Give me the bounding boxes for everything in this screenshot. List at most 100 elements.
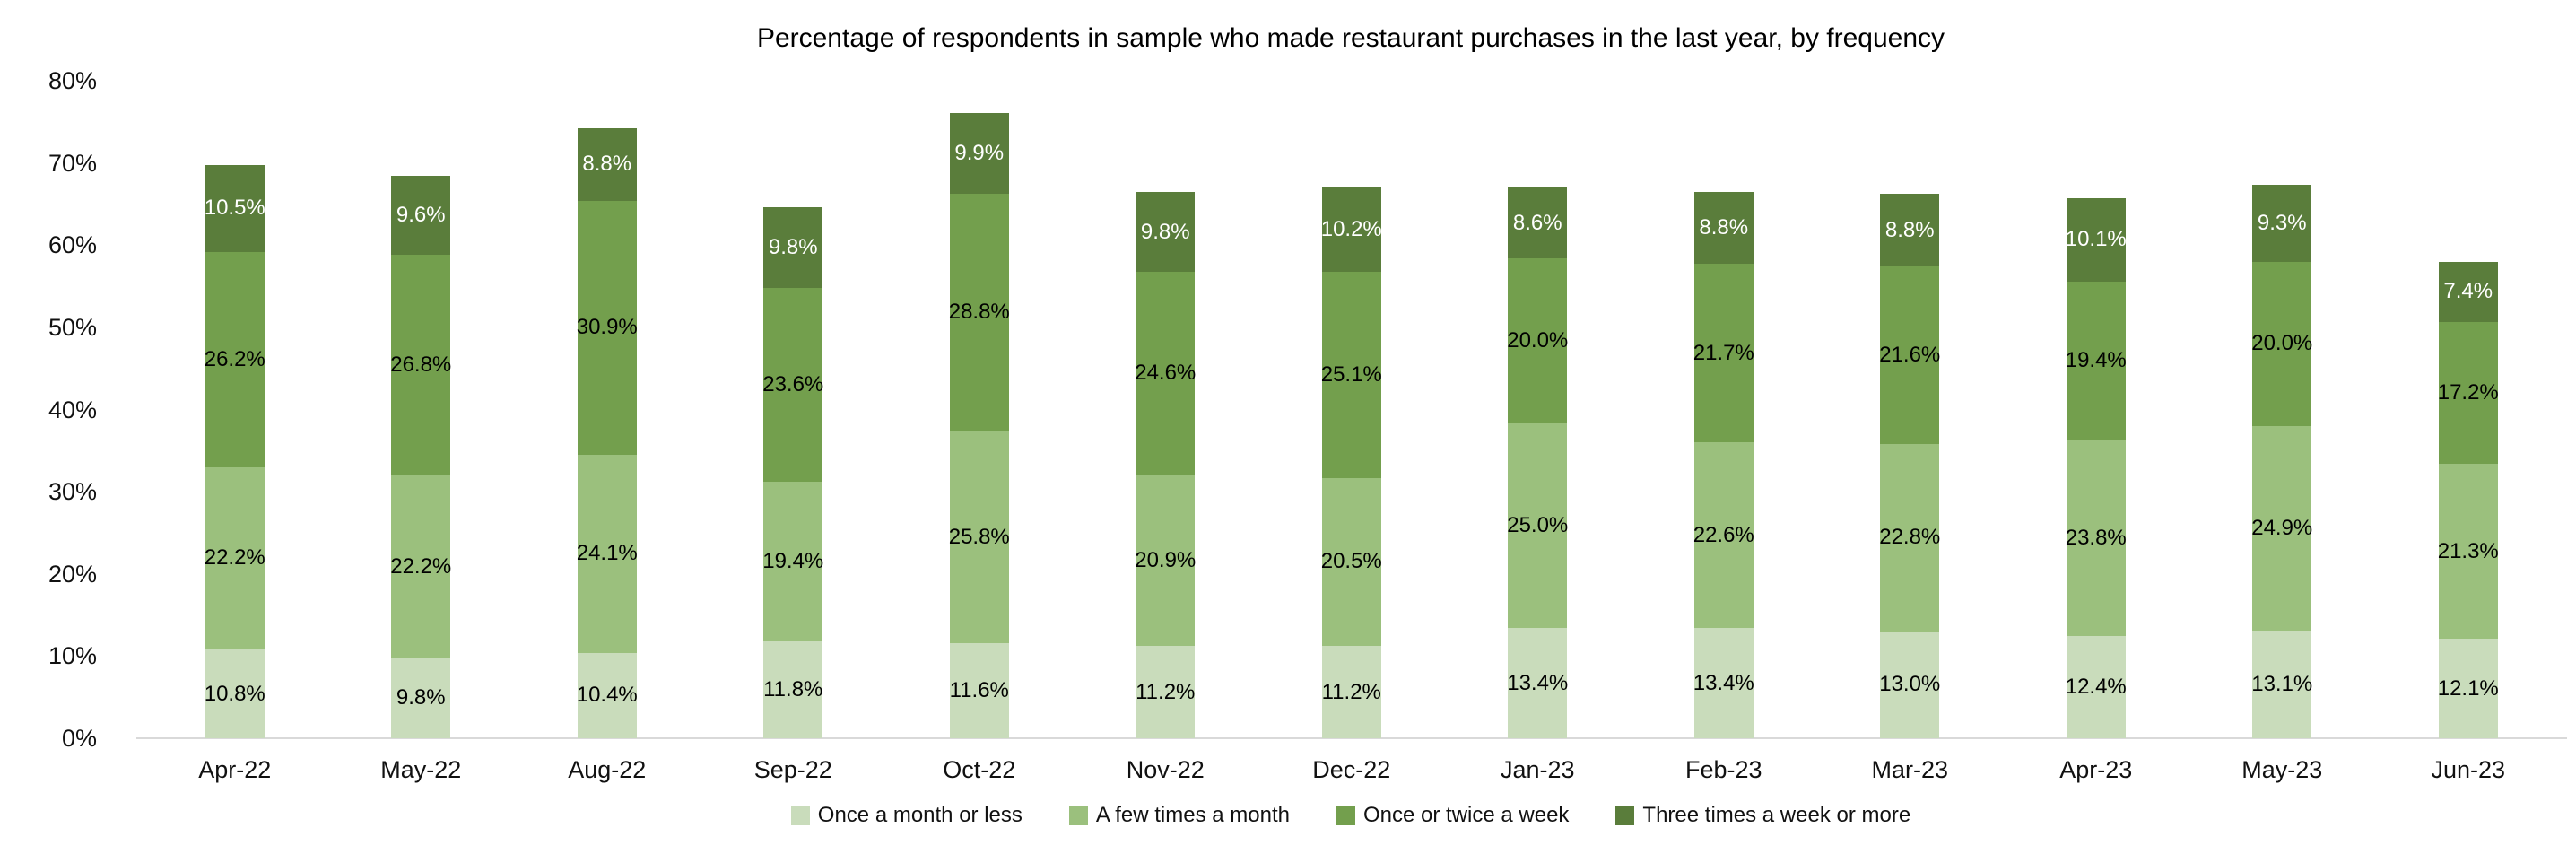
bar-segment-label: 20.0%: [1507, 327, 1569, 353]
bar-segment-label: 8.8%: [582, 152, 632, 177]
bar-segment-label: 19.4%: [762, 549, 824, 573]
bar-segment-label: 22.8%: [1879, 525, 1941, 550]
legend-item-1: A few times a month: [1068, 803, 1290, 827]
bar-segment-May-23-series-2: 20.0%: [2251, 261, 2313, 426]
bar-segment-label: 19.4%: [2065, 348, 2127, 373]
legend-label: Once or twice a week: [1362, 803, 1570, 827]
bar-segment-Feb-23-series-3: 8.8%: [1693, 191, 1754, 265]
bar-segment-May-22-series-0: 9.8%: [391, 658, 451, 738]
bar-segment-label: 11.8%: [763, 676, 823, 702]
bar-segment-Apr-23-series-0: 12.4%: [2065, 636, 2127, 738]
bar-segment-Dec-22-series-0: 11.2%: [1322, 646, 1381, 738]
bar-segment-label: 13.1%: [2251, 671, 2313, 696]
legend-swatch-icon: [1615, 806, 1635, 825]
bar-segment-May-23-series-0: 13.1%: [2251, 630, 2313, 738]
bar-segment-label: 21.7%: [1693, 340, 1754, 365]
bar-segment-Apr-22-series-1: 22.2%: [205, 466, 265, 650]
bar-segment-label: 9.8%: [768, 234, 818, 259]
x-axis-tick-label: Feb-23: [1684, 756, 1762, 783]
chart-title: Percentage of respondents in sample who …: [756, 23, 1945, 53]
legend-label: Three times a week or more: [1642, 803, 1911, 827]
x-axis-tick-label: May-22: [380, 756, 462, 783]
bar-segment-Feb-23-series-1: 22.6%: [1693, 442, 1754, 629]
bar-segment-Dec-22-series-3: 10.2%: [1320, 187, 1382, 272]
bar-segment-label: 20.0%: [2251, 331, 2313, 356]
bar-segment-May-22-series-3: 9.6%: [391, 176, 451, 256]
x-axis-tick-label: Dec-22: [1312, 756, 1391, 783]
bar-segment-Jan-23-series-3: 8.6%: [1508, 187, 1568, 258]
bar-segment-Sep-22-series-3: 9.8%: [763, 207, 823, 288]
bar-segment-label: 26.8%: [390, 353, 452, 377]
bar-segment-label: 20.9%: [1135, 547, 1197, 572]
bar-segment-May-23-series-3: 9.3%: [2252, 185, 2312, 262]
bar-segment-Jan-23-series-0: 13.4%: [1507, 628, 1569, 738]
legend-label: A few times a month: [1095, 803, 1290, 827]
bar-segment-label: 9.6%: [396, 203, 446, 228]
x-axis-tick-label: Apr-22: [198, 756, 272, 783]
legend-item-0: Once a month or less: [790, 803, 1023, 827]
x-axis-tick-label: Jun-23: [2431, 756, 2506, 783]
y-axis-tick-label: 50%: [48, 313, 97, 341]
bar-segment-May-22-series-1: 22.2%: [390, 475, 452, 658]
y-axis-tick-label: 70%: [48, 149, 97, 177]
x-axis-tick-label: Apr-23: [2059, 756, 2133, 783]
bar-segment-label: 9.8%: [396, 685, 446, 710]
bar-segment-Jun-23-series-2: 17.2%: [2438, 322, 2499, 464]
bar-segment-label: 10.4%: [576, 683, 638, 708]
bar-segment-label: 10.5%: [204, 196, 265, 221]
y-axis-tick-label: 0%: [61, 725, 97, 752]
x-axis-tick-label: Aug-22: [568, 756, 647, 783]
bar-segment-label: 26.2%: [204, 346, 265, 371]
legend-swatch-icon: [1068, 806, 1088, 825]
bar-segment-Feb-23-series-2: 21.7%: [1693, 264, 1754, 443]
legend-swatch-icon: [1336, 806, 1355, 825]
bar-segment-label: 21.6%: [1879, 343, 1941, 368]
bar-segment-Apr-22-series-3: 10.5%: [204, 165, 265, 252]
bar-segment-label: 8.8%: [1699, 215, 1749, 240]
bar-segment-Dec-22-series-2: 25.1%: [1321, 271, 1382, 478]
bar-segment-label: 13.4%: [1507, 670, 1569, 695]
bar-segment-Apr-22-series-2: 26.2%: [204, 251, 265, 467]
legend-item-3: Three times a week or more: [1615, 804, 1910, 827]
legend-item-2: Once or twice a week: [1336, 804, 1569, 827]
x-axis-tick-label: Sep-22: [753, 756, 832, 783]
bar-segment-label: 12.4%: [2065, 675, 2127, 700]
bar-segment-label: 10.1%: [2065, 227, 2127, 252]
bar-segment-label: 9.9%: [954, 141, 1005, 166]
bar-segment-label: 21.3%: [2437, 538, 2499, 563]
bar-segment-label: 22.2%: [390, 553, 452, 579]
bar-segment-label: 23.8%: [2065, 526, 2127, 551]
bar-segment-Nov-22-series-2: 24.6%: [1135, 272, 1197, 475]
bar-segment-label: 22.6%: [1693, 522, 1754, 547]
bar-segment-Oct-22-series-1: 25.8%: [949, 431, 1010, 643]
bar-segment-Sep-22-series-0: 11.8%: [763, 640, 823, 738]
bar-segment-Apr-23-series-1: 23.8%: [2065, 440, 2127, 637]
y-axis-tick-label: 80%: [48, 67, 97, 94]
bar-segment-label: 24.6%: [1135, 361, 1197, 386]
bar-segment-Feb-23-series-0: 13.4%: [1693, 628, 1754, 738]
bar-segment-label: 24.1%: [576, 541, 638, 566]
bar-segment-label: 28.8%: [948, 300, 1010, 325]
bar-segment-Apr-23-series-3: 10.1%: [2065, 198, 2127, 282]
bar-segment-label: 25.0%: [1507, 512, 1569, 537]
bar-segment-label: 13.4%: [1693, 670, 1754, 695]
bar-segment-label: 23.6%: [762, 372, 824, 396]
bar-segment-Sep-22-series-1: 19.4%: [762, 482, 824, 641]
bar-segment-label: 9.8%: [1140, 219, 1190, 244]
bar-segment-Aug-22-series-1: 24.1%: [576, 454, 638, 653]
legend-label: Once a month or less: [817, 803, 1023, 827]
x-axis-tick-label: Oct-22: [943, 756, 1016, 783]
bar-segment-Nov-22-series-0: 11.2%: [1136, 646, 1195, 738]
legend-swatch-icon: [790, 806, 810, 825]
bar-segment-Apr-22-series-0: 10.8%: [205, 649, 265, 738]
bar-segment-label: 10.2%: [1320, 216, 1382, 241]
bar-segment-label: 30.9%: [576, 315, 638, 340]
bar-segment-label: 20.5%: [1320, 549, 1382, 574]
bar-segment-Mar-23-series-2: 21.6%: [1879, 266, 1941, 444]
y-axis-tick-label: 60%: [48, 231, 97, 259]
bar-segment-Aug-22-series-3: 8.8%: [577, 128, 637, 201]
x-axis-line: [136, 737, 2567, 739]
y-axis-tick-label: 30%: [48, 478, 97, 506]
bar-segment-Mar-23-series-3: 8.8%: [1880, 194, 1940, 267]
